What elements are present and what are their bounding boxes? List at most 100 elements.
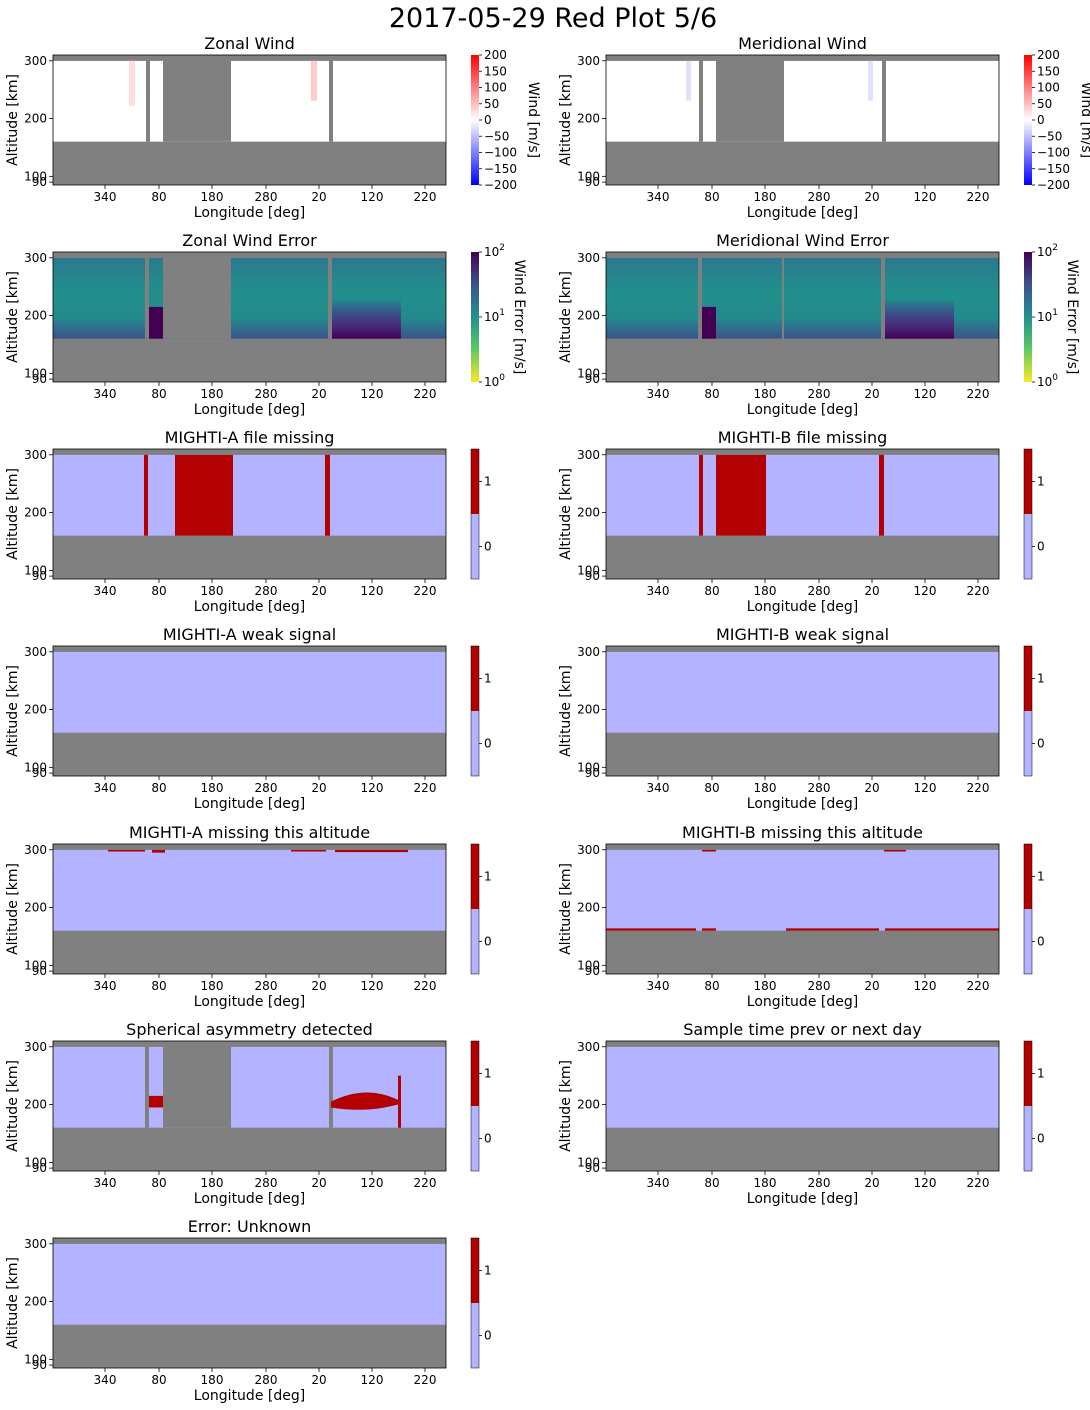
colorbar-frame xyxy=(1023,448,1033,580)
x-tick-label: 80 xyxy=(151,1176,166,1190)
y-axis-label: Altitude [km] xyxy=(5,863,21,955)
y-axis-label: Altitude [km] xyxy=(558,665,574,757)
y-tick-label: 100 xyxy=(24,958,47,972)
y-tick-label: 90 xyxy=(585,964,600,978)
y-tick-label: 200 xyxy=(24,703,47,717)
no-data-gap xyxy=(329,1043,333,1128)
flag-1-region xyxy=(398,1075,401,1128)
flag-1-region xyxy=(884,849,906,852)
y-tick-label: 90 xyxy=(32,1161,47,1175)
y-tick-label: 300 xyxy=(24,645,47,659)
colorbar-flag-1 xyxy=(471,844,479,909)
x-tick-label: 80 xyxy=(151,584,166,598)
x-tick-label: 340 xyxy=(94,979,117,993)
colorbar-tick-label: 101 xyxy=(1037,308,1058,324)
top-no-data-strip xyxy=(606,844,999,850)
no-data-gap xyxy=(145,1043,149,1128)
x-tick-label: 20 xyxy=(311,584,326,598)
x-tick-label: 180 xyxy=(201,190,224,204)
y-tick-label: 100 xyxy=(577,169,600,183)
y-axis-label: Altitude [km] xyxy=(5,665,21,757)
x-axis-label: Longitude [deg] xyxy=(747,796,858,812)
x-tick-label: 180 xyxy=(201,1176,224,1190)
colorbar-tick-label: 50 xyxy=(1037,97,1052,111)
x-tick-label: 80 xyxy=(704,190,719,204)
x-tick-label: 180 xyxy=(201,584,224,598)
colorbar-tick-label: 50 xyxy=(484,97,499,111)
chart-panel-11: Spherical asymmetry detected 340 80 180 280 2… xyxy=(5,1020,492,1207)
y-tick-label: 300 xyxy=(24,448,47,462)
flag-1-region xyxy=(325,454,330,536)
plot-frame xyxy=(52,54,447,186)
y-axis-label: Altitude [km] xyxy=(558,863,574,955)
x-tick-label: 220 xyxy=(967,979,990,993)
colorbar-tick-label: 1 xyxy=(484,870,492,884)
colorbar-label: Wind [m/s] xyxy=(1078,82,1090,158)
x-tick-label: 120 xyxy=(914,387,937,401)
colorbar-tick-label: −200 xyxy=(1037,178,1070,192)
colorbar-tick-label: 0 xyxy=(1037,1132,1045,1146)
y-axis-label: Altitude [km] xyxy=(558,74,574,166)
chart-panel-2: Meridional Wind 340 80 180 280 20 120 220 300 200… xyxy=(558,34,1090,221)
panel-title: Error: Unknown xyxy=(188,1217,311,1236)
x-axis-label: Longitude [deg] xyxy=(747,402,858,418)
x-tick-label: 180 xyxy=(754,190,777,204)
x-tick-label: 280 xyxy=(255,584,278,598)
plot-frame xyxy=(605,645,1000,777)
top-no-data-strip xyxy=(606,449,999,455)
colorbar-flag-0 xyxy=(471,514,479,579)
x-tick-label: 120 xyxy=(361,387,384,401)
colorbar-tick-label: 0 xyxy=(484,935,492,949)
x-tick-label: 80 xyxy=(151,781,166,795)
x-tick-label: 20 xyxy=(311,387,326,401)
x-tick-label: 180 xyxy=(201,979,224,993)
y-tick-label: 90 xyxy=(32,1358,47,1372)
plot-frame xyxy=(605,251,1000,383)
x-tick-label: 80 xyxy=(151,979,166,993)
figure-title: 2017-05-29 Red Plot 5/6 xyxy=(389,3,717,34)
colorbar-tick-label: 1 xyxy=(1037,1067,1045,1081)
x-axis-label: Longitude [deg] xyxy=(194,796,305,812)
x-tick-label: 220 xyxy=(414,1176,437,1190)
x-tick-label: 340 xyxy=(94,1176,117,1190)
x-tick-label: 340 xyxy=(647,584,670,598)
wind-field xyxy=(606,60,999,142)
flag-1-region xyxy=(716,454,766,536)
colorbar-tick-label: 102 xyxy=(1037,243,1058,259)
y-tick-label: 100 xyxy=(24,1352,47,1366)
colorbar-tick-label: 0 xyxy=(484,540,492,554)
x-tick-label: 20 xyxy=(311,979,326,993)
chart-panel-9: MIGHTI-A missing this altitude 340 80 180 28… xyxy=(5,823,492,1010)
x-tick-label: 80 xyxy=(151,387,166,401)
flag-0-region xyxy=(53,1243,446,1325)
y-tick-label: 90 xyxy=(32,569,47,583)
colorbar-tick-label: −150 xyxy=(1037,162,1070,176)
flag-1-region xyxy=(702,928,716,931)
chart-panel-4: Meridional Wind Error 340 80 180 280 20 120 220… xyxy=(558,231,1080,418)
colorbar-flag-1 xyxy=(471,1041,479,1106)
top-no-data-strip xyxy=(53,844,446,850)
colorbar: 10 xyxy=(470,448,492,580)
y-tick-label: 100 xyxy=(577,366,600,380)
x-tick-label: 180 xyxy=(201,387,224,401)
x-tick-label: 180 xyxy=(201,1373,224,1387)
y-tick-label: 90 xyxy=(32,372,47,386)
top-no-data-strip xyxy=(53,1238,446,1244)
y-tick-label: 200 xyxy=(24,506,47,520)
x-tick-label: 280 xyxy=(808,584,831,598)
x-axis-label: Longitude [deg] xyxy=(194,1388,305,1404)
colorbar-tick-label: 100 xyxy=(1037,81,1060,95)
panel-title: MIGHTI-B file missing xyxy=(718,428,888,447)
wind-weak-negative xyxy=(686,60,691,101)
x-tick-label: 220 xyxy=(967,190,990,204)
colorbar-tick-label: −200 xyxy=(484,178,517,192)
x-tick-label: 80 xyxy=(151,1373,166,1387)
y-tick-label: 200 xyxy=(24,1295,47,1309)
colorbar-flag-0 xyxy=(1024,909,1032,974)
x-tick-label: 20 xyxy=(864,781,879,795)
x-tick-label: 340 xyxy=(94,190,117,204)
wind-weak-positive xyxy=(311,60,317,101)
flag-1-region xyxy=(149,1095,163,1108)
colorbar-tick-label: 0 xyxy=(484,737,492,751)
